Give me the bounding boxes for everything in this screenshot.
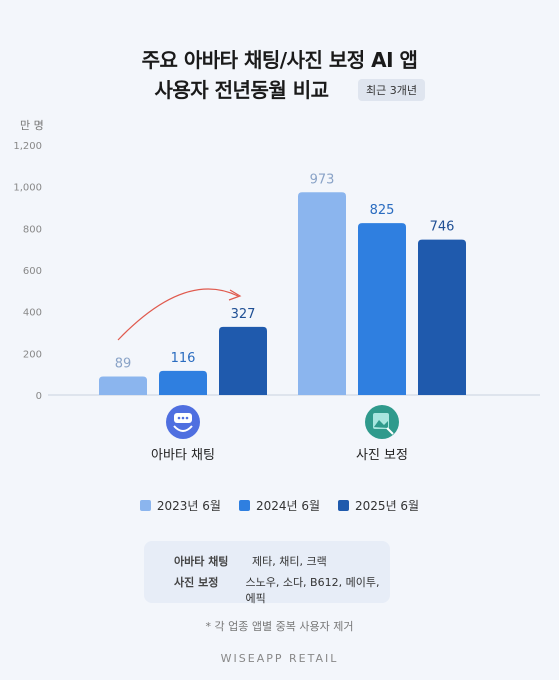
note-apps: 스노우, 소다, B612, 메이투, 에픽 <box>245 576 380 605</box>
data-label: 973 <box>310 172 335 187</box>
bar <box>298 192 346 395</box>
pen-shape <box>386 427 394 435</box>
bar <box>219 326 267 395</box>
app-notes-box: 아바타 채팅 제타, 채티, 크랙 사진 보정 스노우, 소다, B612, 메… <box>144 541 390 606</box>
y-tick-label: 1,000 <box>13 183 42 194</box>
legend-item: 2023년 6월 <box>139 497 221 514</box>
note-apps: 제타, 채티, 크랙 <box>252 555 327 568</box>
legend-label: 2025년 6월 <box>355 499 420 513</box>
bar <box>418 239 466 395</box>
footnote: * 각 업종 앱별 중복 사용자 제거 <box>205 620 354 633</box>
bar <box>358 223 406 395</box>
chat-dot <box>181 416 185 420</box>
chat-dot <box>177 416 181 420</box>
y-tick-label: 1,200 <box>13 141 42 152</box>
legend-item: 2025년 6월 <box>338 497 419 514</box>
note-label: 사진 보정 <box>174 576 219 589</box>
photo-mountain-shape <box>374 420 388 428</box>
legend: 2023년 6월 2024년 6월 2025년 6월 <box>0 497 559 514</box>
legend-label: 2023년 6월 <box>156 499 221 513</box>
note-label: 아바타 채팅 <box>174 555 229 568</box>
note-row: 사진 보정 스노우, 소다, B612, 메이투, 에픽 <box>174 574 390 606</box>
bar <box>159 370 207 395</box>
category-label: 아바타 채팅 <box>151 448 215 463</box>
legend-label: 2024년 6월 <box>255 499 321 513</box>
legend-swatch <box>238 500 250 511</box>
period-badge: 최근 3개년 <box>358 79 425 101</box>
bars <box>99 192 466 395</box>
trend-arrowhead <box>228 289 242 301</box>
note-row: 아바타 채팅 제타, 채티, 크랙 <box>174 553 327 569</box>
brand-watermark: WISEAPP RETAIL <box>220 652 339 665</box>
data-label: 89 <box>115 356 132 371</box>
y-tick-label: 0 <box>36 391 42 402</box>
bar <box>99 376 147 395</box>
chat-dot <box>185 416 189 420</box>
y-tick-label: 400 <box>23 308 42 319</box>
y-tick-label: 200 <box>23 349 42 360</box>
data-label: 116 <box>171 351 196 366</box>
data-label: 746 <box>430 220 455 235</box>
chart-title-line2: 사용자 전년동월 비교 <box>154 78 329 102</box>
y-axis-unit: 만 명 <box>20 119 44 132</box>
legend-swatch <box>338 500 350 511</box>
category-label: 사진 보정 <box>356 448 408 463</box>
data-label: 327 <box>231 307 256 322</box>
mask-shape <box>173 425 193 432</box>
bar-chart: 0 200 400 600 800 1,000 1,200 89 116 327 973 825 74… <box>13 141 540 463</box>
category-labels: 아바타 채팅 사진 보정 <box>151 448 408 463</box>
trend-arrow <box>117 288 239 341</box>
data-label: 825 <box>370 203 395 218</box>
y-tick-label: 600 <box>23 266 42 277</box>
legend-swatch <box>139 500 151 511</box>
data-labels: 89 116 327 973 825 746 <box>115 172 455 371</box>
category-icons <box>166 405 399 439</box>
chart-title-line1: 주요 아바타 채팅/사진 보정 AI 앱 <box>141 48 418 72</box>
legend-item: 2024년 6월 <box>238 497 321 514</box>
y-tick-label: 800 <box>23 224 42 235</box>
